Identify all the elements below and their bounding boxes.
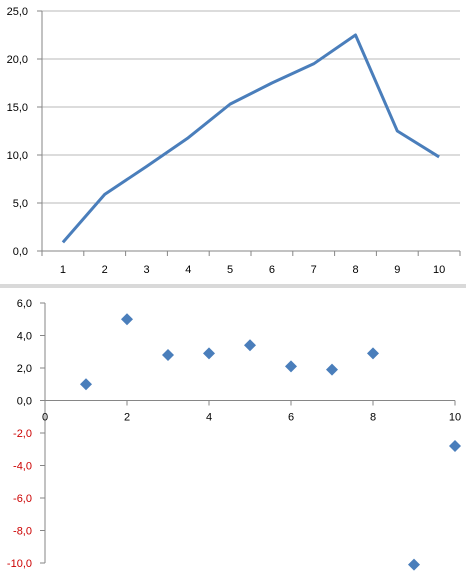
scatter-point: [121, 313, 133, 326]
x-tick-label: 2: [124, 412, 130, 424]
scatter-point: [162, 349, 174, 361]
x-tick-label: 4: [206, 412, 212, 424]
y-tick-label: 10,0: [7, 150, 28, 162]
scatter-point: [80, 378, 92, 391]
x-tick-label: 0: [42, 412, 48, 424]
y-tick-label: -2,0: [13, 428, 32, 440]
y-tick-label: -6,0: [13, 493, 32, 505]
y-tick-label: 0,0: [13, 246, 28, 258]
y-tick-label: 20,0: [7, 54, 28, 66]
y-tick-label: 25,0: [7, 6, 28, 18]
x-tick-label: 5: [227, 264, 233, 276]
x-tick-label: 1: [60, 264, 66, 276]
x-tick-label: 10: [433, 264, 445, 276]
y-tick-label: 0,0: [17, 396, 32, 408]
x-tick-label: 3: [143, 264, 149, 276]
scatter-point: [203, 347, 215, 360]
scatter-point: [449, 440, 461, 452]
y-tick-label: 15,0: [7, 102, 28, 114]
x-tick-label: 6: [269, 264, 275, 276]
y-tick-label: 6,0: [17, 298, 32, 310]
x-tick-label: 8: [370, 412, 376, 424]
y-tick-label: -4,0: [13, 461, 32, 473]
x-tick-label: 6: [288, 412, 294, 424]
series-line: [61, 33, 440, 244]
x-tick-label: 8: [352, 264, 358, 276]
scatter-point: [285, 360, 297, 373]
y-tick-label: -10,0: [7, 558, 32, 570]
scatter-point: [244, 339, 256, 352]
y-tick-label: 5,0: [13, 198, 28, 210]
x-tick-label: 2: [102, 264, 108, 276]
y-tick-label: 2,0: [17, 363, 32, 375]
x-tick-label: 7: [311, 264, 317, 276]
y-tick-label: -8,0: [13, 526, 32, 538]
x-tick-label: 4: [185, 264, 191, 276]
scatter-point: [367, 347, 379, 360]
x-tick-label: 10: [449, 412, 461, 424]
chart-separator: [0, 284, 466, 288]
scatter-chart: 6,0 4,0 2,0 0,0 -2,0 -4,0 -6,0 -8,0 -10,0 0 2 4 6 8 10: [7, 298, 461, 571]
scatter-point: [408, 558, 420, 571]
y-tick-label: 4,0: [17, 331, 32, 343]
line-chart: 0,0 5,0 10,0 15,0 20,0 25,0 1 2 3 4 5 6 7 8 9 10: [7, 6, 461, 276]
scatter-point: [326, 363, 338, 376]
x-tick-label: 9: [394, 264, 400, 276]
